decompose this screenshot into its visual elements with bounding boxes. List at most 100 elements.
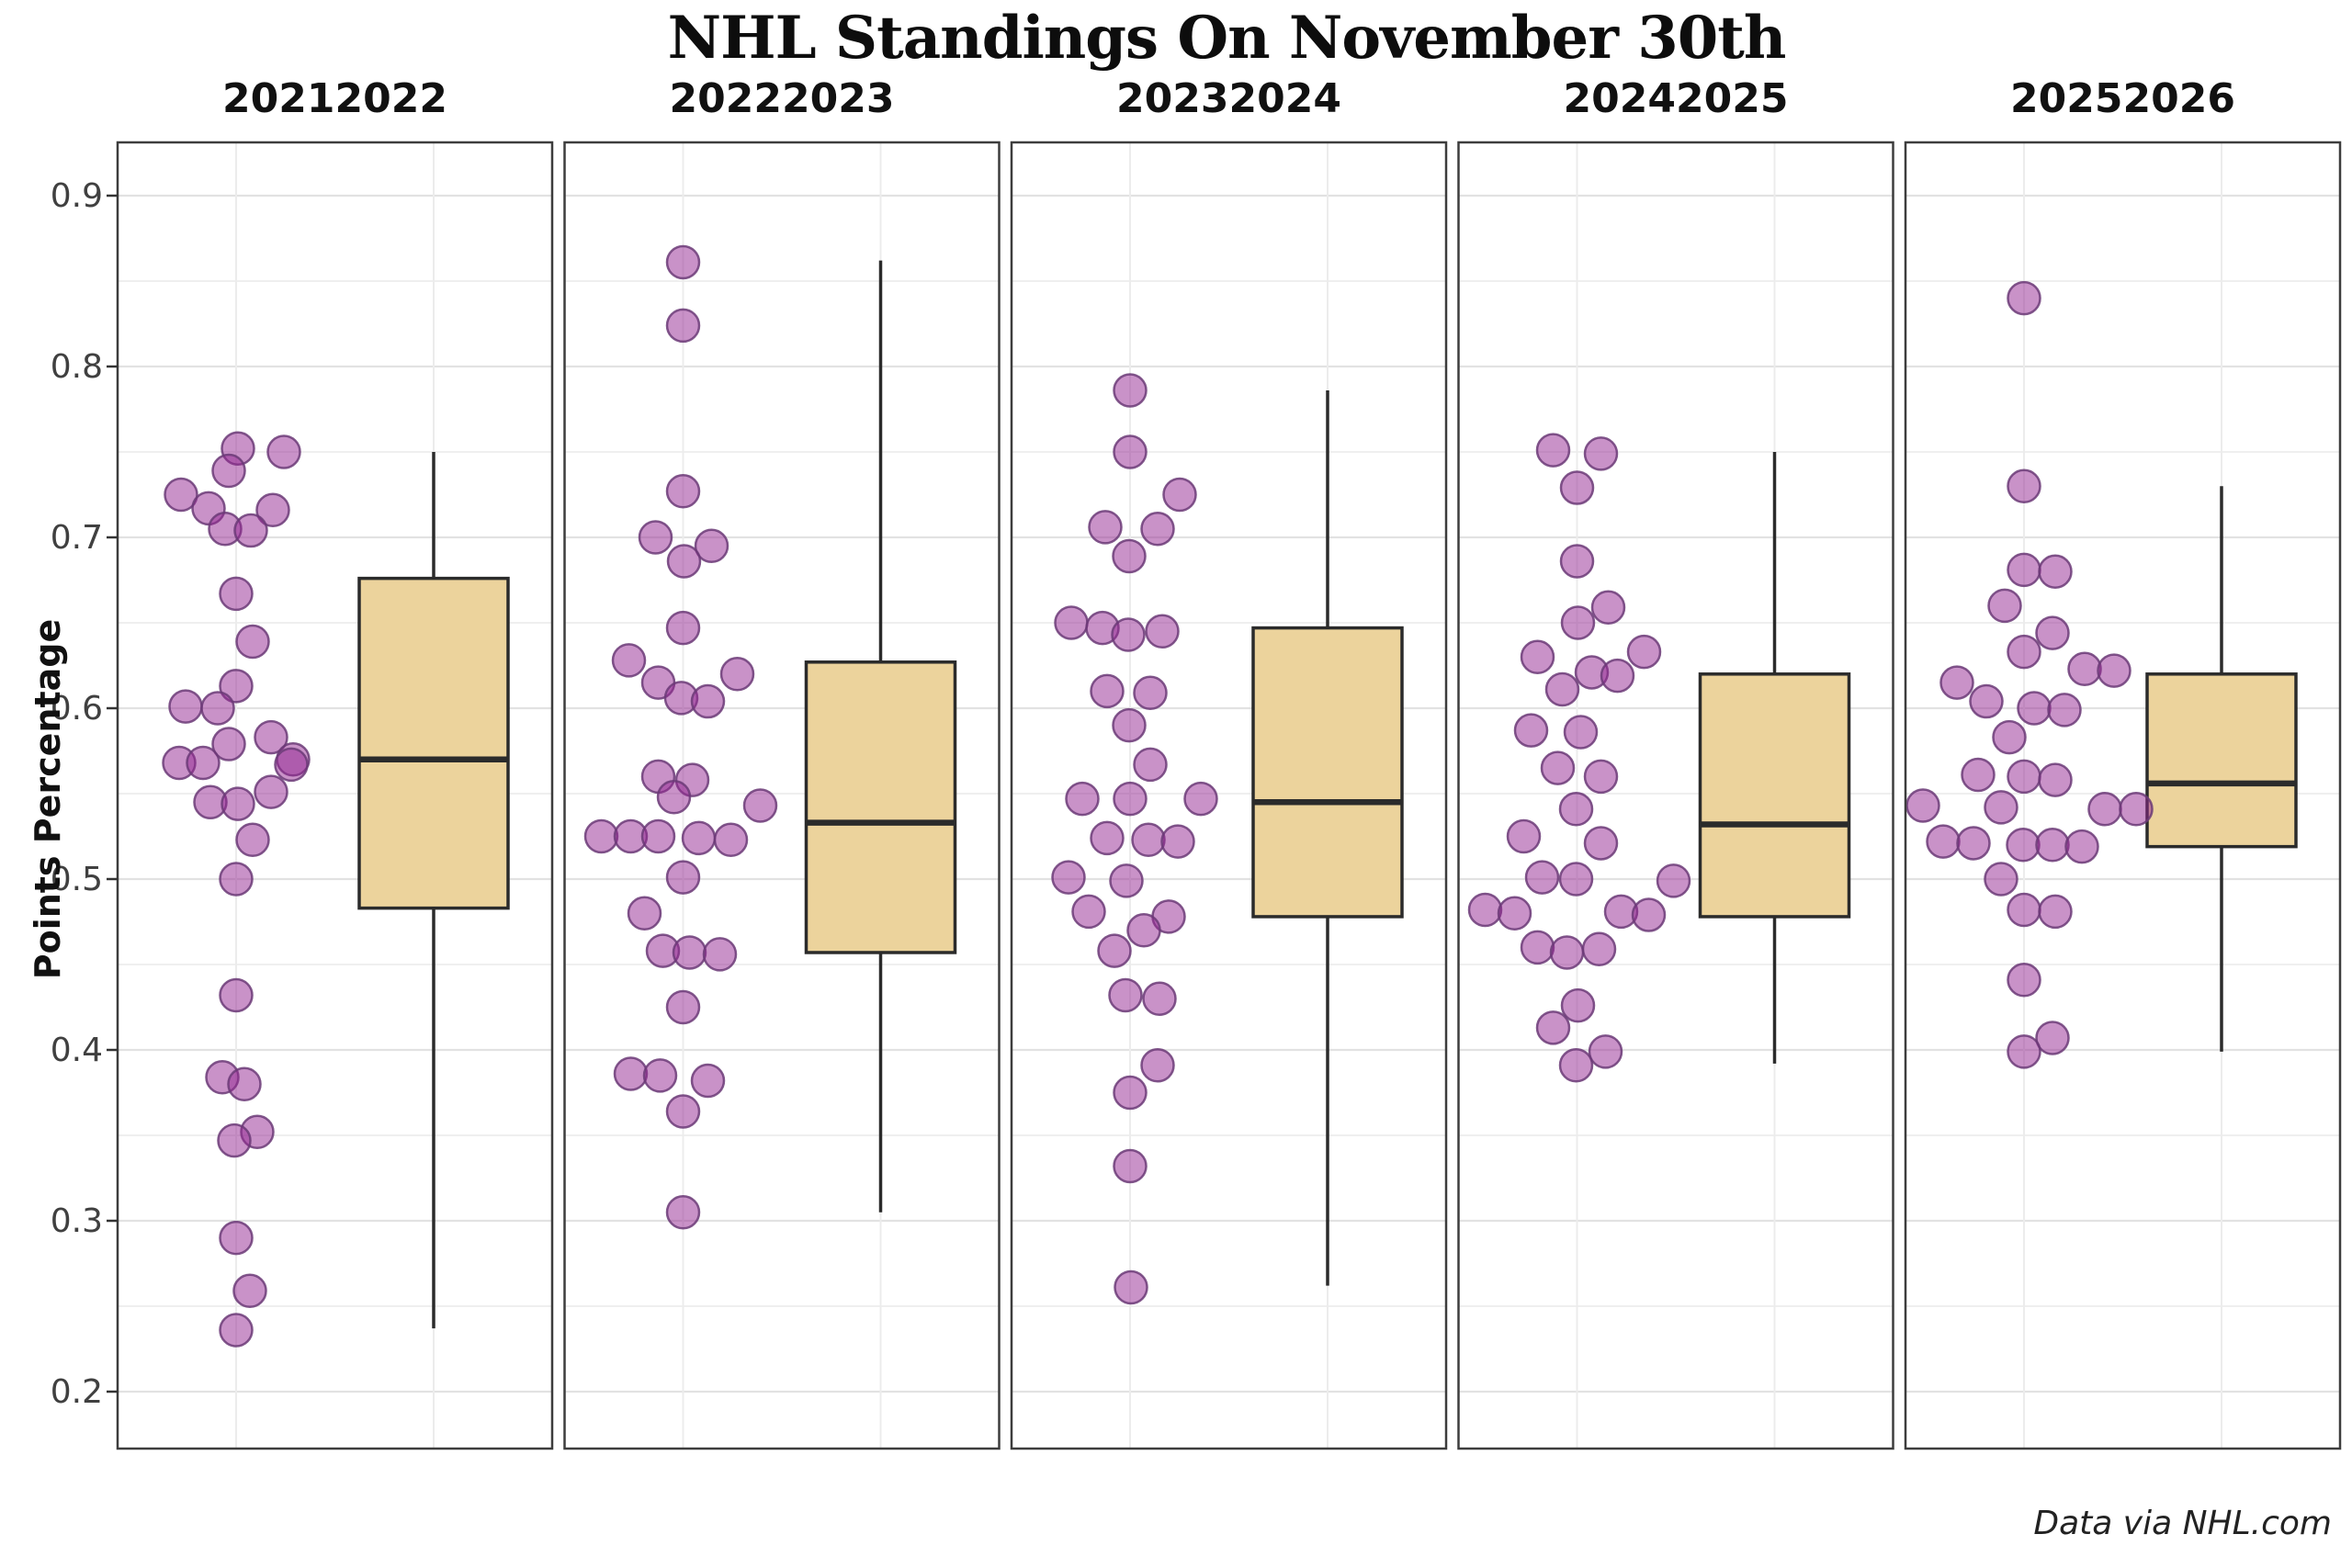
data-point [1140, 511, 1175, 547]
data-point [1535, 1010, 1571, 1045]
chart-title: NHL Standings On November 30th [667, 4, 1787, 73]
data-point [1140, 1047, 1175, 1083]
data-point [665, 308, 701, 344]
data-point [1506, 818, 1542, 854]
facet-label: 20212022 [222, 75, 447, 122]
data-point [656, 779, 692, 815]
data-point [219, 862, 254, 897]
data-point [2035, 615, 2070, 650]
data-point [1961, 757, 1996, 793]
data-point [1581, 931, 1617, 967]
data-point [1524, 860, 1560, 895]
data-point [1939, 665, 1974, 700]
y-tick-label: 0.3 [51, 1202, 103, 1240]
data-point [200, 691, 235, 726]
data-point [254, 719, 288, 755]
facet-panel-border [1010, 141, 1448, 1450]
data-point [219, 977, 254, 1013]
data-point [217, 1122, 252, 1158]
facet-label: 20232024 [1116, 75, 1341, 122]
y-tick-label: 0.7 [51, 519, 103, 557]
data-point [211, 727, 246, 761]
data-point [690, 683, 726, 719]
y-tick-label: 0.6 [51, 690, 103, 728]
data-point [1549, 935, 1585, 970]
data-point [2007, 962, 2041, 998]
boxplot-box [1698, 672, 1851, 919]
data-point [1497, 896, 1532, 931]
data-point [2035, 1021, 2070, 1055]
facet-panel-border [116, 141, 554, 1450]
data-point [1559, 470, 1595, 505]
data-point [719, 657, 755, 692]
data-source-caption: Data via NHL.com [2033, 1505, 2332, 1542]
data-point [666, 544, 702, 579]
facet-panel-border [563, 141, 1001, 1450]
data-point [1544, 671, 1580, 707]
data-point [1054, 605, 1089, 640]
data-point [219, 1220, 254, 1256]
data-point [690, 1063, 726, 1099]
data-point [1905, 788, 1940, 823]
data-point [640, 818, 676, 854]
data-point [168, 689, 203, 724]
data-point [1583, 436, 1619, 471]
data-point [638, 520, 673, 555]
y-tick-label: 0.2 [51, 1373, 103, 1411]
data-point [1560, 987, 1596, 1023]
data-point [2097, 653, 2132, 688]
y-tick-label: 0.5 [51, 861, 103, 898]
data-point [665, 860, 701, 895]
data-point [672, 935, 707, 970]
data-point [1558, 791, 1594, 827]
data-point [1183, 781, 1218, 817]
facet-panel-border [1904, 141, 2342, 1450]
data-point [1520, 639, 1555, 674]
data-point [627, 896, 662, 931]
data-point [2007, 892, 2041, 928]
data-point [274, 747, 309, 783]
data-point [665, 1094, 701, 1129]
data-point [1113, 781, 1148, 817]
data-point [1113, 373, 1148, 408]
data-point [583, 818, 619, 854]
data-point [1969, 683, 2004, 719]
data-point [1984, 862, 2018, 897]
facet-label: 20242025 [1564, 75, 1789, 122]
data-point [2035, 828, 2070, 863]
data-point [1467, 892, 1503, 928]
data-point [1563, 715, 1599, 750]
boxplot-box [804, 660, 957, 954]
data-point [681, 820, 717, 856]
data-point [266, 434, 301, 469]
data-point [1631, 897, 1667, 932]
data-point [1112, 707, 1147, 743]
facet-label: 20252026 [2010, 75, 2235, 122]
data-point [164, 477, 198, 513]
data-point [219, 669, 254, 704]
data-point [233, 513, 268, 548]
data-point [1113, 1075, 1148, 1111]
data-point [232, 1273, 267, 1309]
data-point [1108, 977, 1143, 1013]
data-point [2087, 791, 2122, 827]
data-point [186, 745, 220, 781]
y-axis-title: Points Percentage [28, 618, 68, 980]
data-point [1126, 913, 1161, 948]
data-point [642, 1058, 678, 1093]
data-point [1583, 826, 1619, 861]
data-point [1162, 477, 1197, 513]
data-point [665, 610, 701, 646]
boxplot-box [1251, 626, 1404, 919]
data-point [227, 1066, 262, 1101]
data-point [1133, 675, 1168, 711]
data-point [1583, 759, 1619, 795]
data-point [1956, 826, 1991, 861]
y-tick-label: 0.8 [51, 348, 103, 386]
data-point [1984, 790, 2018, 825]
data-point [235, 624, 270, 660]
data-point [1142, 981, 1177, 1016]
data-point [1560, 605, 1596, 640]
y-tick-label: 0.4 [51, 1032, 103, 1069]
